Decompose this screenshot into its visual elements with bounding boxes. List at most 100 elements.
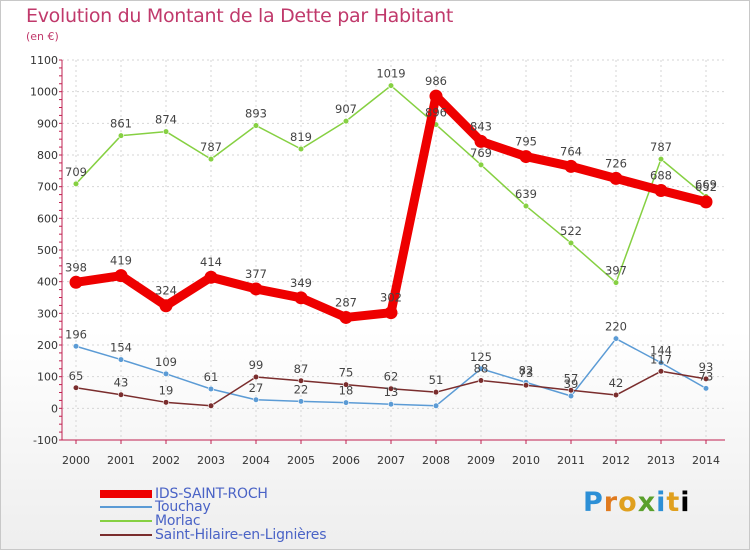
data-label: 324: [155, 284, 177, 298]
y-tick-label: 100: [37, 371, 58, 384]
data-point: [297, 377, 305, 384]
data-label: 62: [384, 370, 399, 384]
data-label: 397: [605, 264, 627, 278]
legend-label: Morlac: [155, 513, 201, 529]
data-point: [477, 377, 485, 384]
data-label: 639: [515, 187, 537, 201]
data-point: [339, 310, 353, 324]
data-point: [477, 161, 485, 168]
y-tick-label: 400: [37, 276, 58, 289]
x-tick-label: 2014: [692, 454, 720, 467]
data-point: [207, 402, 215, 409]
data-point: [567, 392, 575, 400]
data-label: 42: [609, 376, 624, 390]
data-point: [612, 335, 620, 342]
data-label: 51: [429, 373, 444, 387]
data-label: 819: [290, 130, 312, 144]
y-tick-label: 900: [37, 117, 58, 130]
y-tick-label: 300: [37, 307, 58, 320]
data-point: [207, 156, 215, 163]
data-point: [117, 391, 125, 398]
data-point: [159, 299, 173, 313]
data-label: 144: [650, 344, 672, 358]
data-point: [162, 399, 170, 406]
data-label: 73: [519, 366, 534, 380]
y-tick-label: 800: [37, 149, 58, 162]
x-tick-label: 2002: [152, 454, 180, 467]
x-tick-label: 2004: [242, 454, 270, 467]
legend-item-ids-saint-roch: IDS-SAINT-ROCH: [100, 486, 360, 502]
x-tick-label: 2009: [467, 454, 495, 467]
data-label: 43: [114, 376, 129, 390]
data-label: 349: [290, 276, 312, 290]
chart-subtitle: (en €): [26, 30, 59, 43]
data-point: [657, 359, 665, 366]
data-label: 787: [200, 140, 222, 154]
data-point: [72, 343, 80, 350]
data-label: 769: [470, 146, 492, 160]
data-point: [429, 89, 443, 103]
y-tick-label: 600: [37, 212, 58, 225]
y-tick-label: -100: [33, 434, 58, 447]
data-label: 795: [515, 135, 537, 149]
data-point: [342, 381, 350, 388]
y-tick-label: 500: [37, 244, 58, 257]
data-point: [162, 370, 170, 377]
data-point: [69, 275, 83, 289]
x-tick-label: 2012: [602, 454, 630, 467]
data-point: [612, 279, 620, 286]
data-label: 73: [699, 369, 714, 383]
data-label: 22: [294, 382, 309, 396]
data-point: [432, 402, 440, 409]
data-point: [564, 159, 578, 173]
data-label: 652: [695, 180, 717, 194]
data-point: [432, 389, 440, 396]
data-label: 287: [335, 295, 357, 309]
data-point: [342, 118, 350, 125]
legend-swatch: [100, 490, 152, 498]
x-tick-label: 2011: [557, 454, 585, 467]
x-tick-label: 2003: [197, 454, 225, 467]
data-point: [387, 401, 395, 408]
data-point: [474, 134, 488, 148]
data-point: [699, 195, 713, 209]
x-tick-label: 2000: [62, 454, 90, 467]
data-label: 220: [605, 320, 627, 334]
data-label: 764: [560, 144, 582, 158]
data-point: [204, 270, 218, 284]
data-point: [162, 128, 170, 135]
legend-swatch: [100, 506, 152, 508]
data-point: [609, 171, 623, 185]
data-label: 688: [650, 168, 672, 182]
legend-item-morlac: Morlac: [100, 513, 360, 529]
data-point: [72, 180, 80, 187]
data-label: 787: [650, 140, 672, 154]
data-label: 843: [470, 119, 492, 133]
legend-swatch: [100, 534, 152, 536]
data-label: 709: [65, 165, 87, 179]
data-label: 117: [650, 352, 672, 366]
data-point: [522, 382, 530, 389]
data-label: 39: [564, 377, 579, 391]
data-point: [702, 385, 710, 392]
y-tick-label: 1000: [30, 86, 58, 99]
y-tick-label: 700: [37, 181, 58, 194]
data-point: [252, 122, 260, 129]
data-point: [522, 202, 530, 210]
data-label: 896: [425, 106, 447, 120]
data-point: [567, 239, 575, 247]
data-label: 861: [110, 117, 132, 131]
y-tick-label: 1100: [30, 54, 58, 67]
data-label: 13: [384, 385, 399, 399]
data-label: 57: [564, 371, 579, 385]
data-point: [519, 150, 533, 164]
data-label: 88: [474, 361, 489, 375]
data-point: [252, 396, 260, 403]
data-label: 109: [155, 355, 177, 369]
data-point: [657, 156, 665, 163]
y-tick-label: 200: [37, 339, 58, 352]
y-tick-label: 0: [51, 402, 58, 415]
data-point: [387, 385, 395, 392]
data-point: [342, 399, 350, 406]
